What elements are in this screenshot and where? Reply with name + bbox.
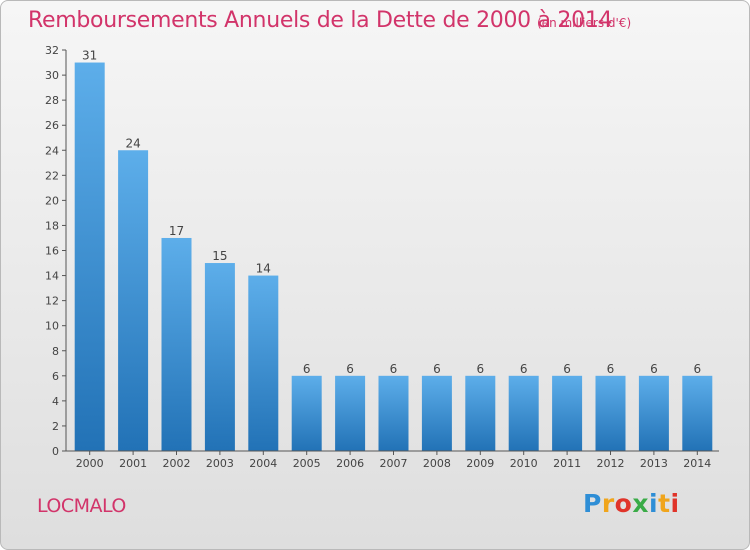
y-tick-label: 30 xyxy=(45,69,59,82)
y-tick-label: 22 xyxy=(45,169,59,182)
bar xyxy=(421,375,452,451)
x-tick-label: 2006 xyxy=(336,457,364,470)
y-tick-label: 24 xyxy=(45,144,59,157)
x-tick-label: 2000 xyxy=(76,457,104,470)
bar xyxy=(118,150,149,451)
bar-value-label: 15 xyxy=(212,249,227,263)
bar xyxy=(465,375,496,451)
chart-title: Remboursements Annuels de la Dette de 20… xyxy=(28,8,613,33)
x-tick-label: 2008 xyxy=(423,457,451,470)
bar xyxy=(74,62,105,451)
bar-value-label: 6 xyxy=(390,362,398,376)
bar xyxy=(595,375,626,451)
y-tick-label: 32 xyxy=(45,44,59,57)
bar xyxy=(335,375,366,451)
bar xyxy=(248,275,279,451)
bar-value-label: 6 xyxy=(693,362,701,376)
y-tick-label: 10 xyxy=(45,320,59,333)
bar-value-label: 6 xyxy=(433,362,441,376)
unit-label: (en milliers d'€) xyxy=(537,16,632,30)
bar xyxy=(508,375,539,451)
x-tick-label: 2001 xyxy=(119,457,147,470)
bar xyxy=(638,375,669,451)
logo-letter: o xyxy=(614,489,633,518)
logo-letter: r xyxy=(601,489,615,518)
y-tick-label: 16 xyxy=(45,245,59,258)
bar-value-label: 6 xyxy=(650,362,658,376)
y-tick-label: 6 xyxy=(52,370,59,383)
y-tick-label: 14 xyxy=(45,270,59,283)
y-tick-label: 2 xyxy=(52,420,59,433)
y-tick-label: 28 xyxy=(45,94,59,107)
x-tick-label: 2014 xyxy=(683,457,711,470)
bar-value-label: 31 xyxy=(82,49,97,63)
bar xyxy=(161,237,192,451)
bar-value-label: 17 xyxy=(169,224,184,238)
x-tick-label: 2005 xyxy=(293,457,321,470)
bar-value-label: 6 xyxy=(303,362,311,376)
commune-name: LOCMALO xyxy=(37,495,126,517)
y-tick-label: 12 xyxy=(45,295,59,308)
x-tick-label: 2012 xyxy=(597,457,625,470)
x-tick-label: 2004 xyxy=(249,457,277,470)
y-tick-label: 8 xyxy=(52,345,59,358)
x-tick-label: 2007 xyxy=(380,457,408,470)
x-tick-label: 2011 xyxy=(553,457,581,470)
bars: 31 24 17 15 14 6 6 6 6 6 6 6 6 6 6 xyxy=(74,49,713,451)
x-tick-label: 2013 xyxy=(640,457,668,470)
x-axis: 2000 2001 2002 2003 2004 2005 2006 2007 2008 2009… xyxy=(66,450,719,470)
bar xyxy=(682,375,713,451)
x-tick-label: 2003 xyxy=(206,457,234,470)
bar-value-label: 6 xyxy=(476,362,484,376)
logo-letter: i xyxy=(649,489,659,518)
bar-value-label: 6 xyxy=(346,362,354,376)
logo-letter: x xyxy=(632,489,649,518)
x-tick-label: 2009 xyxy=(466,457,494,470)
y-tick-label: 4 xyxy=(52,395,59,408)
logo-letter: t xyxy=(658,489,671,518)
bar-value-label: 6 xyxy=(607,362,615,376)
y-tick-label: 18 xyxy=(45,219,59,232)
logo-letter: i xyxy=(670,489,680,518)
bar xyxy=(204,263,235,451)
bar xyxy=(378,375,409,451)
y-tick-label: 0 xyxy=(52,445,59,458)
bar-value-label: 24 xyxy=(125,136,140,150)
bar-value-label: 14 xyxy=(256,262,271,276)
bar-value-label: 6 xyxy=(520,362,528,376)
proxiti-logo: Proxiti xyxy=(583,489,680,518)
y-tick-label: 26 xyxy=(45,119,59,132)
logo-letter: P xyxy=(583,489,602,518)
y-tick-label: 20 xyxy=(45,194,59,207)
bar xyxy=(552,375,583,451)
bar-value-label: 6 xyxy=(563,362,571,376)
x-tick-label: 2010 xyxy=(510,457,538,470)
x-tick-label: 2002 xyxy=(163,457,191,470)
bar xyxy=(291,375,322,451)
